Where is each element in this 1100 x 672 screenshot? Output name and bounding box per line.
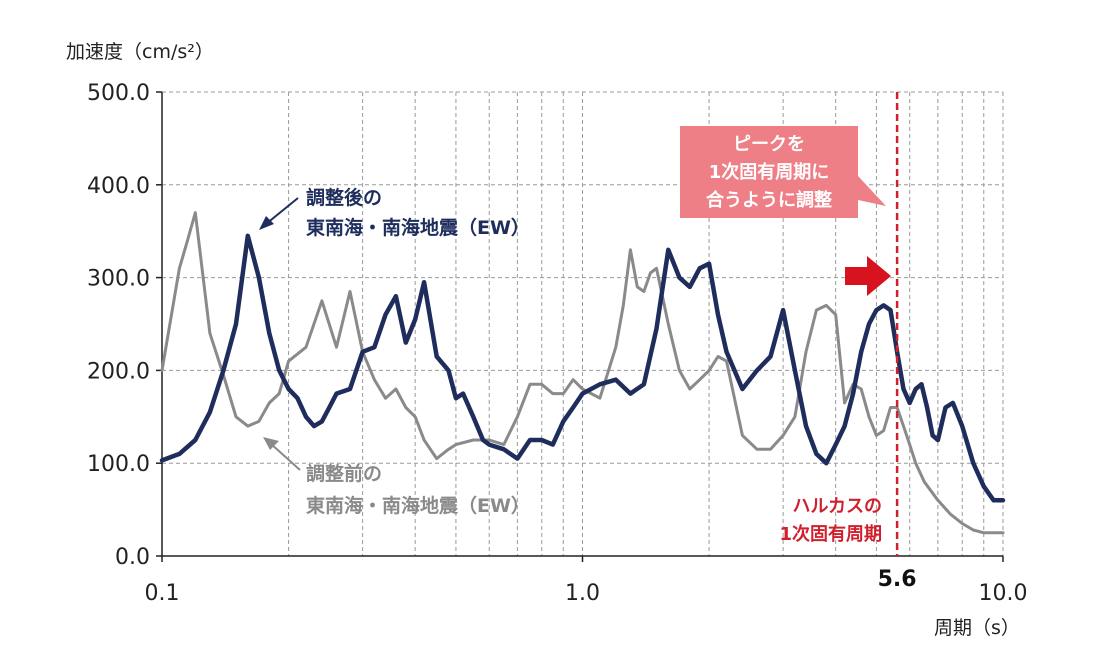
tick-layer: 0.0 100.0 200.0 300.0 400.0 500.0 0.1 1.0 10.0 [87, 81, 1027, 606]
y-tick-label: 300.0 [87, 267, 150, 292]
x-axis-title: 周期（s） [934, 617, 1020, 639]
harukas-label-line1: ハルカスの [793, 496, 882, 517]
x-tick-label: 10.0 [979, 581, 1028, 606]
shift-arrow [845, 256, 891, 296]
callout-box: ピークを 1次固有周期に 合うように調整 [680, 126, 886, 218]
y-tick-label: 200.0 [87, 359, 150, 384]
before-series-arrow [269, 442, 301, 471]
before-series-label-line1: 調整前の [306, 462, 382, 485]
callout-line1: ピークを [733, 134, 805, 155]
harukas-label-line2: 1次固有周期 [779, 523, 882, 545]
series-line-before [160, 211, 1005, 535]
period-marker-value: 5.6 [878, 567, 917, 592]
series-line-after [159, 233, 1006, 503]
after-series-arrow [265, 197, 299, 225]
after-series-arrowhead [259, 216, 274, 230]
after-series-label-line2: 東南海・南海地震（EW） [306, 216, 530, 239]
series-layer [159, 211, 1006, 535]
after-series-label-line1: 調整後の [306, 186, 382, 209]
y-tick-label: 500.0 [87, 81, 150, 106]
y-tick-label: 100.0 [87, 452, 150, 477]
before-series-label-line2: 東南海・南海地震（EW） [306, 494, 530, 517]
y-tick-label: 0.0 [115, 545, 150, 570]
before-series-arrowhead [263, 437, 279, 450]
y-tick-label: 400.0 [87, 174, 150, 199]
callout-line3: 合うように調整 [706, 189, 832, 211]
grid-layer [162, 91, 1004, 556]
callout-line2: 1次固有周期に [709, 161, 830, 183]
callout-shape [680, 126, 886, 218]
y-axis-title: 加速度（cm/s²） [66, 41, 214, 63]
x-tick-label: 1.0 [565, 581, 600, 606]
x-tick-label: 0.1 [145, 581, 180, 606]
